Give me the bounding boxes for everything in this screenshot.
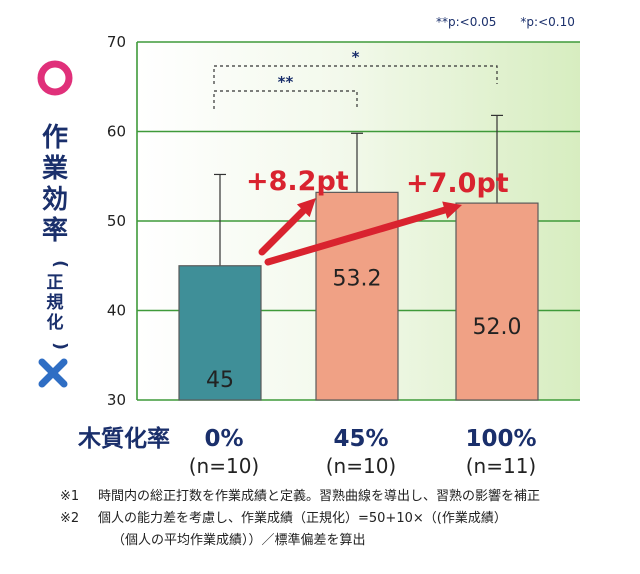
delta-arrow-1-head bbox=[296, 198, 316, 218]
bar-value-label: 52.0 bbox=[473, 315, 522, 340]
y-axis-label-char: 作 bbox=[42, 123, 68, 153]
delta-arrow-2 bbox=[264, 206, 449, 266]
x-sample-size-label: (n=11) bbox=[466, 454, 537, 478]
y-axis-label-char: 率 bbox=[42, 215, 68, 246]
good-marker bbox=[37, 60, 73, 96]
y-tick-label: 70 bbox=[107, 33, 126, 51]
significance-mark: ** bbox=[278, 73, 294, 91]
significance-legend: **p:<0.05 *p:<0.10 bbox=[436, 15, 575, 29]
y-axis-sublabel-char: 化 bbox=[47, 312, 64, 333]
significance-brackets: *** bbox=[213, 48, 498, 109]
x-sample-size-label: (n=10) bbox=[189, 454, 260, 478]
footnotes: ※1 時間内の総正打数を作業成績と定義。習熟曲線を導出し、習熟の影響を補正 ※2… bbox=[60, 486, 630, 552]
y-axis-sublabel-char: 正 bbox=[47, 273, 64, 293]
y-axis-sublabel-char: 規 bbox=[47, 293, 64, 313]
y-axis-sublabel-paren: ( bbox=[50, 260, 70, 268]
x-category-label: 0% bbox=[204, 426, 243, 452]
footnote-1: ※1 時間内の総正打数を作業成績と定義。習熟曲線を導出し、習熟の影響を補正 bbox=[60, 486, 630, 508]
bar bbox=[315, 191, 399, 401]
footnote-mark: ※1 bbox=[60, 489, 80, 504]
footnote-2: ※2 個人の能力差を考慮し、作業成績（正規化）=50+10×（(作業成績） bbox=[60, 508, 630, 530]
y-axis-ticks: 30 40 50 60 70 bbox=[107, 33, 126, 409]
delta-label: +7.0pt bbox=[406, 168, 509, 199]
bar-value-label: 45 bbox=[206, 368, 234, 393]
y-axis-label-char: 効 bbox=[42, 184, 68, 215]
delta-arrow-1 bbox=[258, 207, 307, 256]
footnote-2-continued: （個人の平均作業成績））／標準偏差を算出 bbox=[60, 530, 630, 552]
y-tick-label: 60 bbox=[107, 123, 126, 141]
y-axis-sublabel: ( 正規化) bbox=[47, 260, 71, 350]
footnote-text: 個人の能力差を考慮し、作業成績（正規化）=50+10×（(作業成績） bbox=[98, 511, 507, 526]
bar bbox=[455, 202, 539, 401]
x-sample-size-label: (n=10) bbox=[326, 454, 397, 478]
x-category-label: 100% bbox=[465, 426, 536, 452]
bar-value-label: 53.2 bbox=[333, 266, 382, 291]
significance-mark: * bbox=[352, 48, 360, 66]
y-axis-sublabel-paren: ) bbox=[50, 342, 70, 350]
y-tick-label: 50 bbox=[107, 212, 126, 230]
y-axis-label-char: 業 bbox=[42, 154, 68, 184]
significance-bracket bbox=[213, 90, 358, 109]
delta-label: +8.2pt bbox=[246, 166, 349, 197]
bar bbox=[178, 265, 262, 401]
significance-bracket bbox=[213, 65, 498, 84]
bad-marker bbox=[38, 358, 68, 388]
delta-annotations: +8.2pt +7.0pt bbox=[246, 166, 509, 266]
y-tick-label: 40 bbox=[107, 302, 126, 320]
footnote-text: 時間内の総正打数を作業成績と定義。習熟曲線を導出し、習熟の影響を補正 bbox=[98, 489, 541, 504]
x-category-label: 45% bbox=[333, 426, 388, 452]
footnote-mark: ※2 bbox=[60, 511, 80, 526]
footnote-text: （個人の平均作業成績））／標準偏差を算出 bbox=[112, 533, 366, 548]
x-axis-label: 木質化率 bbox=[77, 425, 170, 452]
y-tick-label: 30 bbox=[107, 391, 126, 409]
x-axis-labels: 0%(n=10)45%(n=10)100%(n=11) bbox=[189, 426, 537, 478]
delta-arrow-2-head bbox=[442, 201, 462, 219]
